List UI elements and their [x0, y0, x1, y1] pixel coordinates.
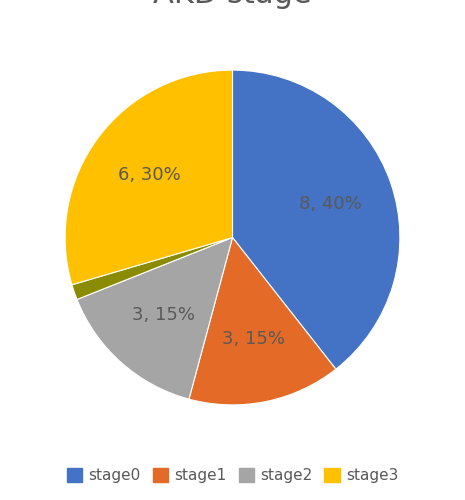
Text: 6, 30%: 6, 30%: [118, 166, 181, 184]
Legend: stage0, stage1, stage2, stage3: stage0, stage1, stage2, stage3: [61, 462, 404, 489]
Wedge shape: [232, 70, 400, 369]
Text: 3, 15%: 3, 15%: [222, 330, 285, 348]
Title: AKD stage: AKD stage: [153, 0, 312, 9]
Wedge shape: [65, 70, 232, 285]
Wedge shape: [189, 238, 336, 405]
Wedge shape: [77, 238, 232, 399]
Text: 3, 15%: 3, 15%: [132, 306, 195, 324]
Text: 8, 40%: 8, 40%: [299, 194, 362, 212]
Wedge shape: [72, 238, 232, 300]
